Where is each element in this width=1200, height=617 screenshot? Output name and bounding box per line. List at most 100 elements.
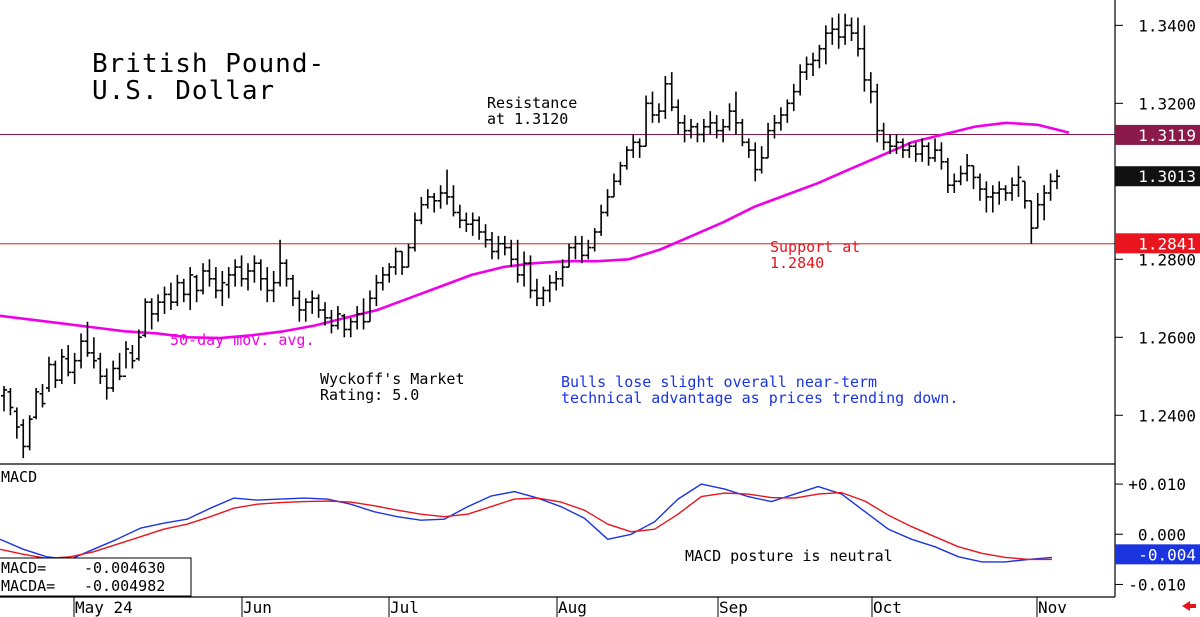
ohlc-bar (463, 212, 470, 232)
ohlc-bar (521, 251, 528, 287)
macd-annotation: MACD posture is neutral (685, 547, 893, 565)
market-rating-line-2: Rating: 5.0 (320, 386, 419, 404)
ohlc-bar (251, 255, 258, 283)
price-tick-label: 1.3200 (1138, 94, 1196, 113)
ohlc-bar (116, 352, 123, 381)
ohlc-bar (110, 360, 117, 392)
scroll-left-arrow-icon[interactable] (1182, 601, 1196, 611)
ohlc-bar (354, 306, 361, 330)
chart-title-line-1: British Pound- (92, 49, 325, 79)
macd-line (0, 483, 1053, 563)
ohlc-bar (142, 298, 149, 338)
ohlc-bar (572, 235, 579, 260)
ohlc-bar (726, 103, 733, 131)
ohlc-bar (752, 142, 759, 182)
x-tick-label: Oct (873, 598, 902, 617)
ohlc-bar (444, 169, 451, 205)
ohlc-bar (777, 107, 784, 131)
ohlc-bar (559, 259, 566, 287)
ohlc-bar (1009, 177, 1016, 201)
ohlc-bar (232, 259, 239, 287)
macd-tick-label: -0.010 (1128, 575, 1186, 594)
ohlc-bar (970, 164, 977, 190)
ohlc-bar (829, 17, 836, 45)
ohlc-bar (174, 274, 181, 307)
x-tick-label: Jun (243, 598, 272, 617)
market-rating-line-1: Wyckoff's Market (320, 370, 465, 388)
ohlc-bar (842, 13, 849, 45)
ohlc-bar (822, 25, 829, 65)
ohlc-bar (810, 52, 817, 77)
ohlc-bar (604, 189, 611, 217)
moving-average-label: 50-day mov. avg. (170, 331, 315, 349)
ohlc-bar (264, 267, 271, 303)
ohlc-bar (655, 103, 662, 123)
ohlc-bar (758, 146, 765, 174)
macd-tick-label: 0.000 (1138, 525, 1186, 544)
ohlc-bar (418, 196, 425, 225)
ohlc-bar (732, 91, 739, 135)
ohlc-bar (33, 387, 40, 420)
ohlc-bar (296, 290, 303, 322)
ohlc-bar (1054, 169, 1060, 190)
ohlc-bar (1015, 165, 1022, 197)
ohlc-bar (662, 76, 669, 119)
ohlc-bar (129, 345, 136, 369)
ohlc-bar (578, 235, 585, 264)
ohlc-bar (1, 386, 7, 412)
x-tick-label: Nov (1038, 598, 1067, 617)
ohlc-bar (636, 138, 643, 158)
macd-lines-layer (0, 483, 1053, 563)
ohlc-bar (148, 298, 155, 330)
ohlc-bar (585, 239, 592, 260)
ohlc-bar (257, 259, 264, 291)
price-tag-label: 1.3119 (1138, 126, 1196, 145)
ohlc-bar (366, 290, 373, 323)
ohlc-bar (1002, 185, 1009, 201)
ohlc-bar (964, 154, 971, 182)
ohlc-bar (155, 294, 162, 322)
macda-readout-value: -0.004982 (84, 577, 165, 595)
price-tag-box (1115, 233, 1200, 254)
ohlc-bar (200, 263, 207, 295)
ohlc-bar (225, 267, 232, 299)
ohlc-bar (334, 306, 341, 330)
ohlc-bar (289, 274, 296, 307)
ohlc-bar (482, 224, 489, 248)
ohlc-bar (874, 83, 881, 143)
moving-average-line (0, 121, 1070, 340)
price-tick-label: 1.2600 (1138, 328, 1196, 347)
ohlc-bar (238, 255, 245, 287)
level-lines (0, 134, 1115, 245)
ohlc-bar (540, 286, 547, 307)
ohlc-bar (65, 345, 72, 377)
ohlc-bar (643, 95, 650, 148)
ohlc-bar (322, 302, 329, 326)
ohlc-bar (161, 286, 168, 314)
ohlc-bar (212, 267, 219, 299)
ohlc-bar (411, 212, 418, 252)
ohlc-bar (944, 157, 951, 194)
ohlc-bar (1041, 185, 1048, 221)
ohlc-bar (187, 267, 194, 310)
ohlc-bar (309, 290, 316, 314)
ohlc-bar (1047, 173, 1054, 201)
ohlc-bar (951, 173, 958, 194)
ohlc-bar (514, 239, 521, 283)
ohlc-bar (13, 407, 20, 439)
ohlc-bar (277, 239, 284, 287)
moving-average-layer (0, 121, 1070, 340)
macda-readout-label: MACDA= (1, 577, 55, 595)
macd-readout-label: MACD= (1, 559, 46, 577)
ohlc-bar (527, 255, 534, 299)
ohlc-bar (848, 17, 855, 41)
resistance-label-line-1: Resistance (487, 94, 577, 112)
ohlc-bar (720, 118, 727, 143)
ohlc-bar (1034, 193, 1041, 229)
ohlc-bar (244, 263, 251, 291)
ohlc-bar (861, 25, 868, 92)
ohlc-bar (784, 99, 791, 123)
ohlc-bar (591, 228, 598, 252)
ohlc-bar (1021, 180, 1028, 209)
ohlc-bar (373, 274, 380, 307)
